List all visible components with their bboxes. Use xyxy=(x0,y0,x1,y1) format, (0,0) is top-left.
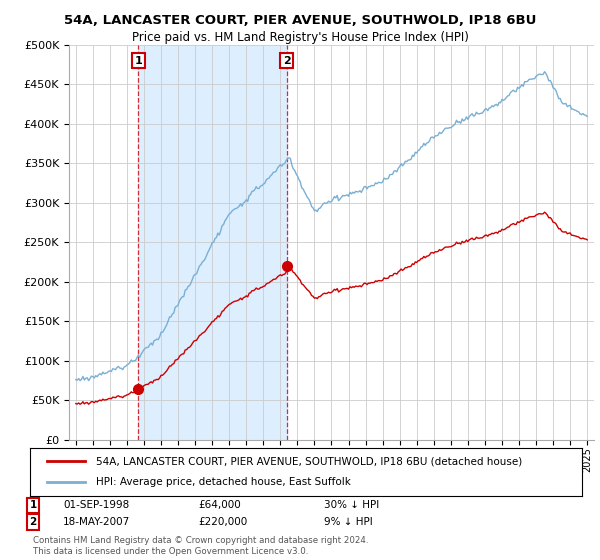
Text: 54A, LANCASTER COURT, PIER AVENUE, SOUTHWOLD, IP18 6BU (detached house): 54A, LANCASTER COURT, PIER AVENUE, SOUTH… xyxy=(96,456,523,466)
Text: 2: 2 xyxy=(29,517,37,527)
Text: 54A, LANCASTER COURT, PIER AVENUE, SOUTHWOLD, IP18 6BU: 54A, LANCASTER COURT, PIER AVENUE, SOUTH… xyxy=(64,14,536,27)
Bar xyxy=(139,45,287,440)
Text: 01-SEP-1998: 01-SEP-1998 xyxy=(63,500,129,510)
Text: 1: 1 xyxy=(29,500,37,510)
Text: 1: 1 xyxy=(134,55,142,66)
Text: 30% ↓ HPI: 30% ↓ HPI xyxy=(324,500,379,510)
Text: 2: 2 xyxy=(283,55,291,66)
Text: HPI: Average price, detached house, East Suffolk: HPI: Average price, detached house, East… xyxy=(96,477,351,487)
Text: £220,000: £220,000 xyxy=(198,517,247,527)
Text: Price paid vs. HM Land Registry's House Price Index (HPI): Price paid vs. HM Land Registry's House … xyxy=(131,31,469,44)
Text: Contains HM Land Registry data © Crown copyright and database right 2024.
This d: Contains HM Land Registry data © Crown c… xyxy=(33,536,368,556)
Text: 18-MAY-2007: 18-MAY-2007 xyxy=(63,517,130,527)
Text: 9% ↓ HPI: 9% ↓ HPI xyxy=(324,517,373,527)
Text: £64,000: £64,000 xyxy=(198,500,241,510)
